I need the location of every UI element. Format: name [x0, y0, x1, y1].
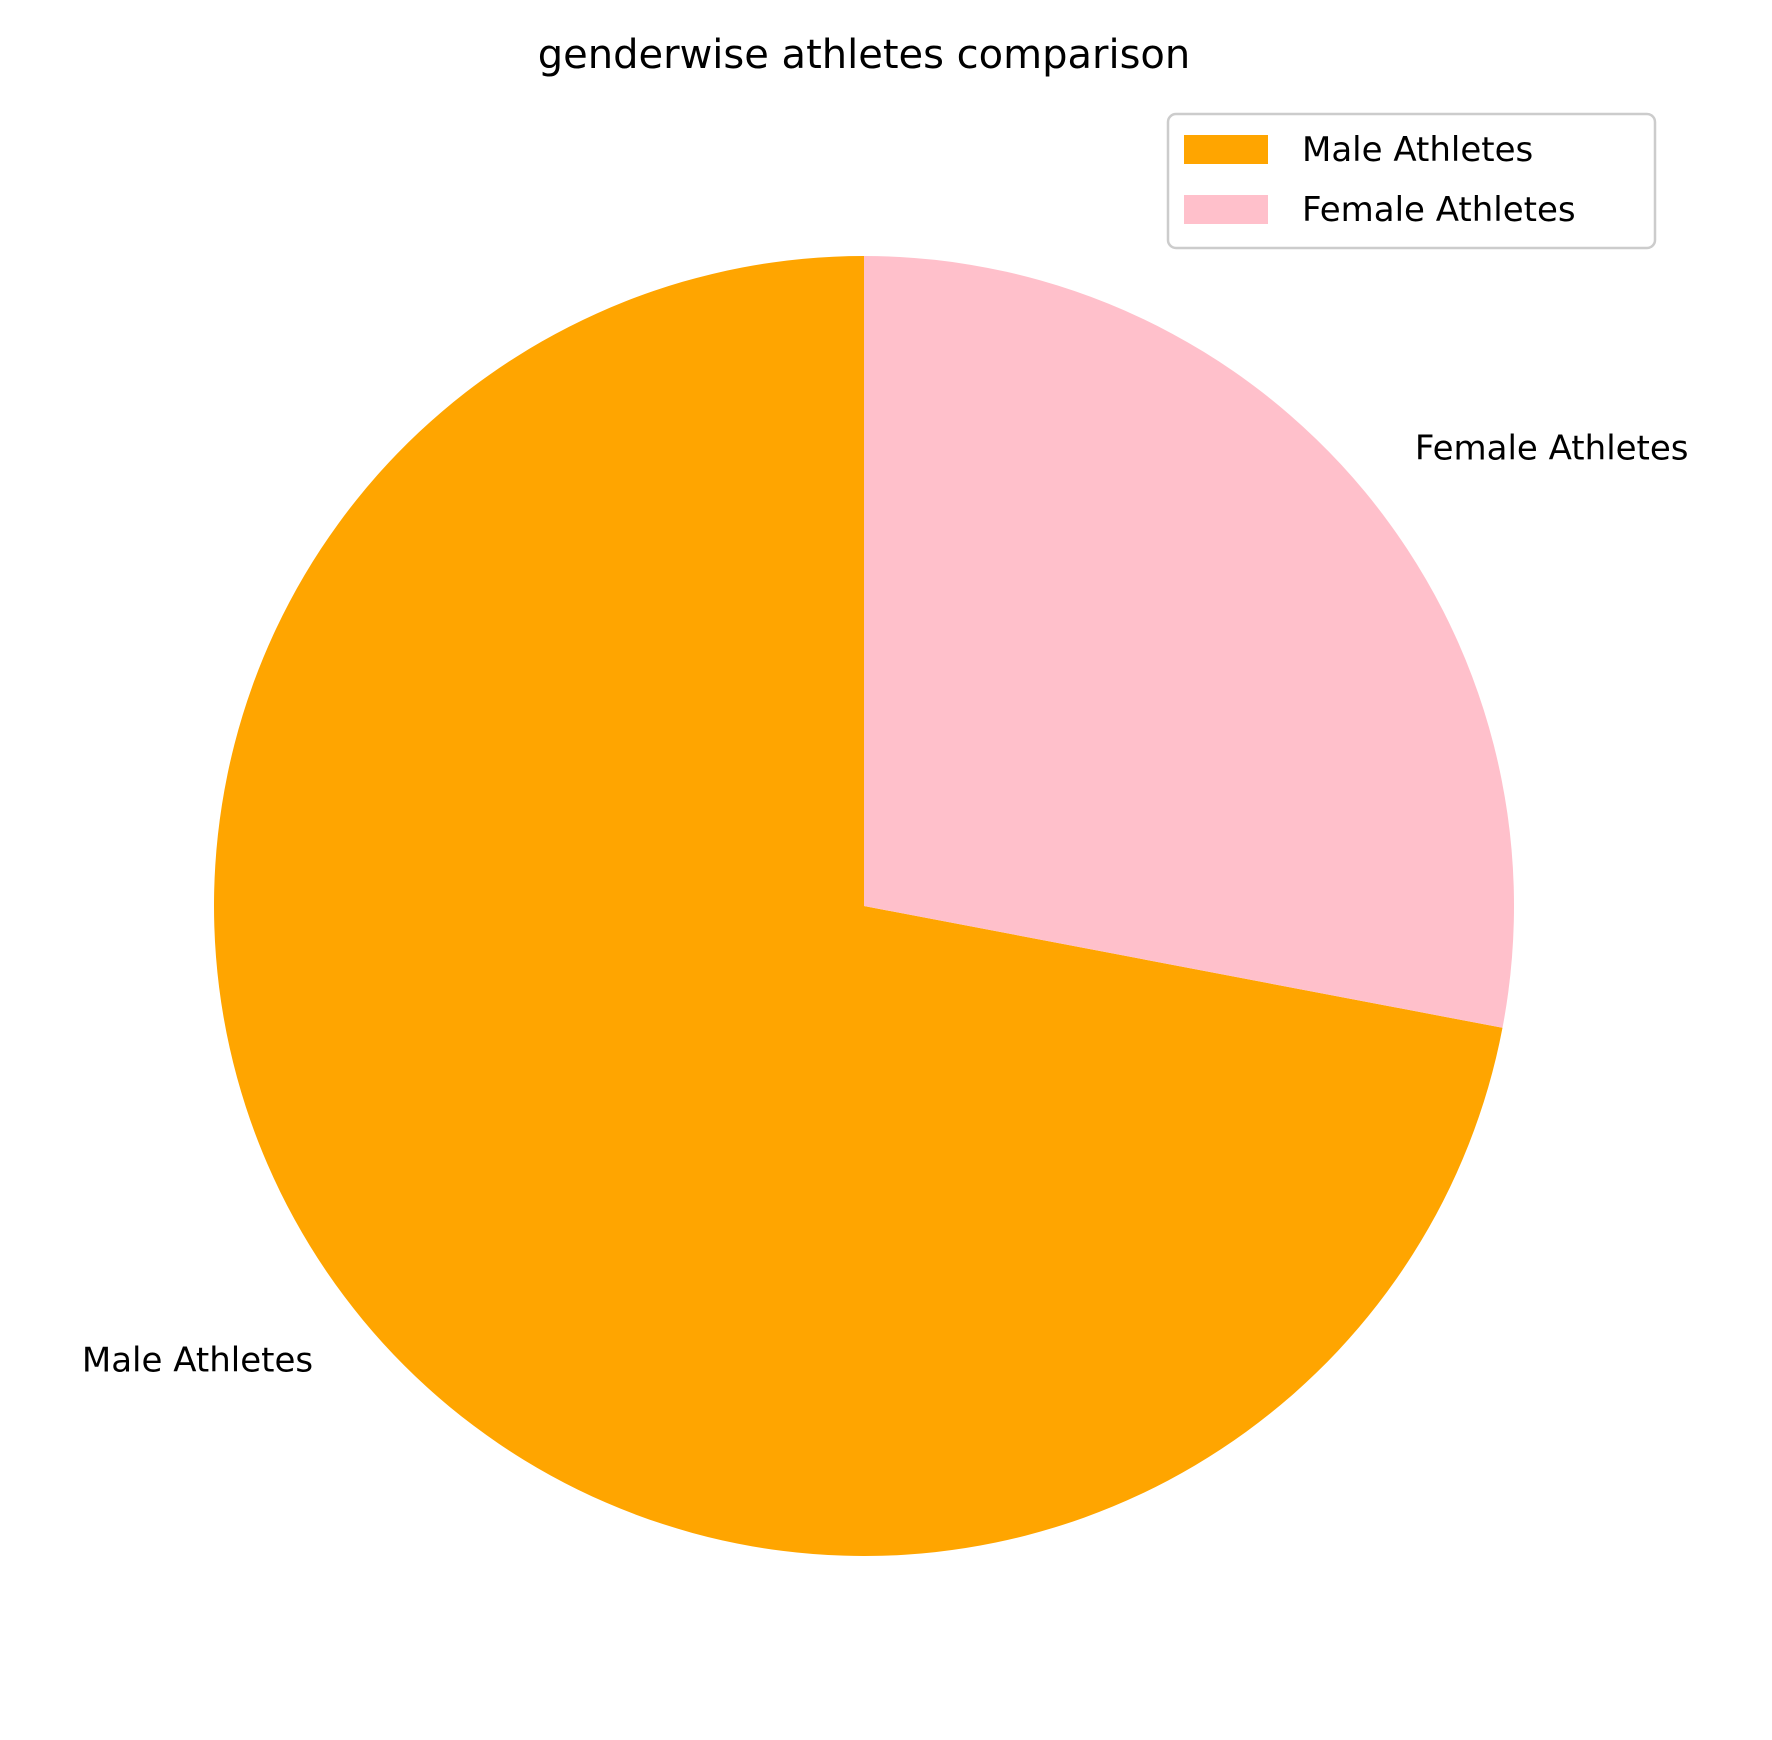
pie-slice-female-athletes [864, 256, 1515, 1028]
pie-slice-labels: Male Athletes Female Athletes [82, 429, 1689, 1381]
legend: Male Athletes Female Athletes [1166, 112, 1657, 250]
legend-swatch-female-athletes [1184, 195, 1268, 224]
legend-frame [1166, 112, 1657, 250]
pie-label-female-athletes: Female Athletes [1415, 429, 1689, 469]
pie-slices [214, 256, 1515, 1556]
legend-label-female-athletes: Female Athletes [1302, 190, 1576, 230]
chart-title: genderwise athletes comparison [538, 32, 1190, 78]
pie-label-male-athletes: Male Athletes [82, 1340, 313, 1380]
legend-swatch-male-athletes [1184, 135, 1268, 164]
legend-label-male-athletes: Male Athletes [1302, 130, 1533, 170]
pie-slice-male-athletes [214, 256, 1503, 1556]
